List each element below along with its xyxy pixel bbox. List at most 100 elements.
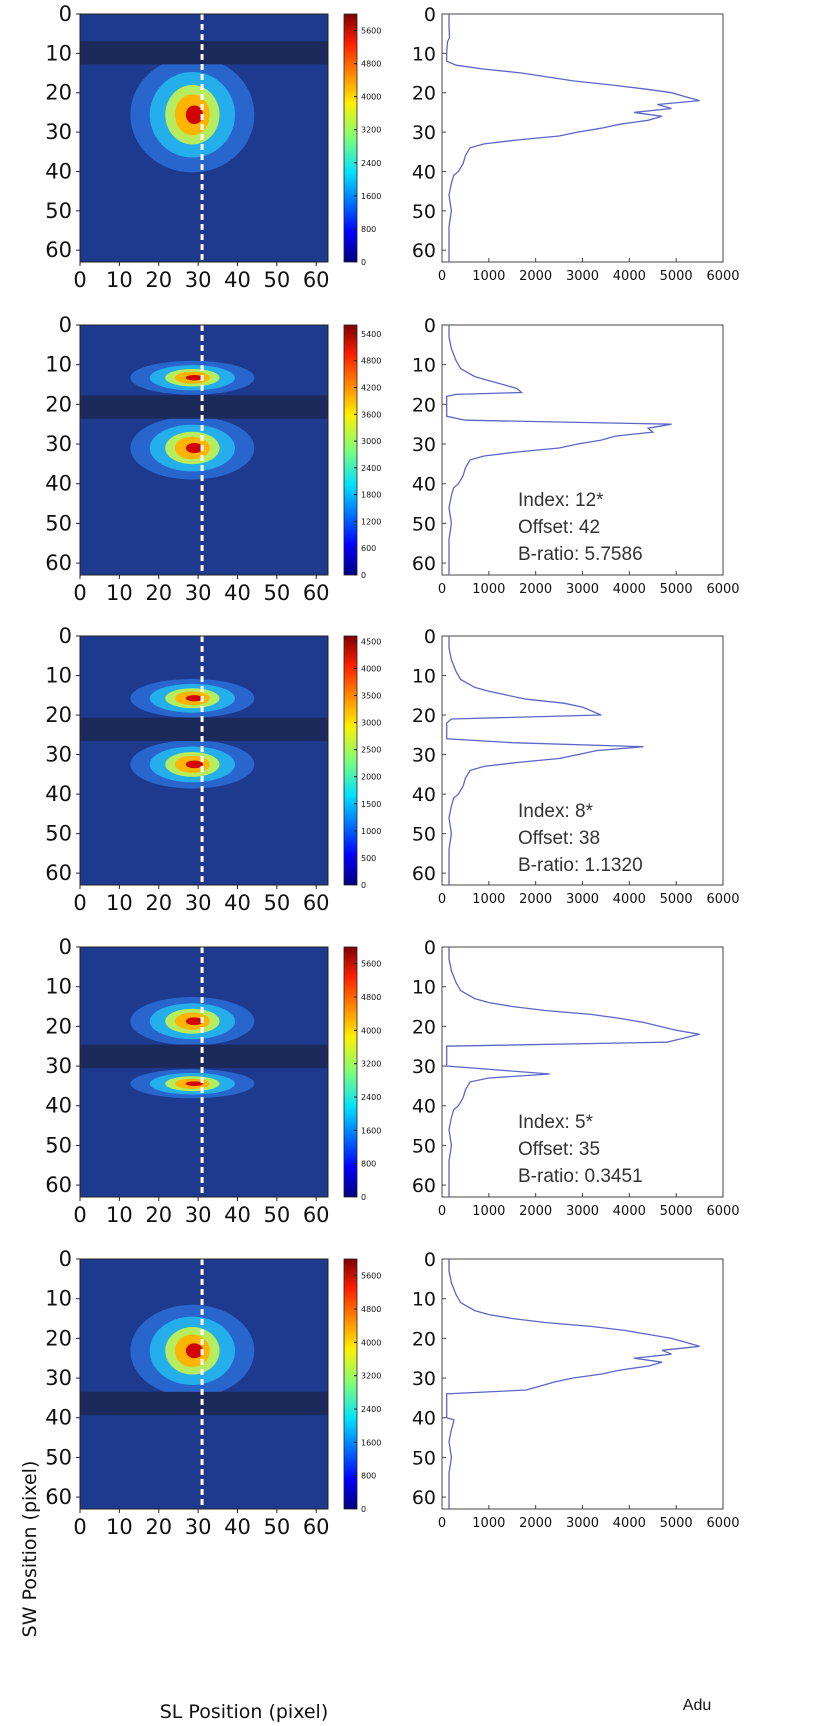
profile-y-tick-label: 10 bbox=[412, 43, 436, 65]
profile-x-tick-label: 4000 bbox=[613, 1204, 646, 1219]
colorbar-tick-label: 4500 bbox=[361, 637, 381, 646]
profile-x-tick-label: 1000 bbox=[472, 892, 505, 907]
colorbar-tick-label: 1800 bbox=[361, 491, 381, 500]
heatmap-x-tick-label: 40 bbox=[224, 268, 251, 292]
colorbar: 5400 4800 4200 3600 3000 2400 1800 1200 600 0 bbox=[343, 324, 381, 580]
heatmap-x-tick-label: 0 bbox=[73, 268, 86, 292]
profile-y-tick-label: 20 bbox=[412, 83, 436, 105]
heatmap-frame bbox=[79, 946, 329, 1198]
heatmap-x-tick-label: 30 bbox=[185, 581, 212, 605]
profile-y-tick-label: 50 bbox=[412, 1447, 436, 1469]
colorbar-tick-label: 3200 bbox=[361, 1060, 381, 1069]
heatmap-y-tick-label: 50 bbox=[45, 1133, 72, 1157]
profile-annotation: Index: 5* bbox=[518, 1112, 594, 1133]
heatmap-x-tick-label: 50 bbox=[263, 891, 290, 915]
heatmap-x-tick-label: 10 bbox=[106, 1515, 133, 1539]
profile-x-tick-label: 0 bbox=[438, 269, 446, 284]
profile-y-tick-label: 0 bbox=[424, 315, 436, 337]
colorbar: 5600 4800 4000 3200 2400 1600 800 0 bbox=[343, 1258, 381, 1514]
heatmap-x-tick-label: 20 bbox=[145, 268, 172, 292]
colorbar-tick-label: 4000 bbox=[361, 1338, 381, 1347]
heatmap-y-tick-label: 60 bbox=[45, 1485, 72, 1509]
heatmap-y-tick-label: 30 bbox=[45, 120, 72, 144]
profile-x-tick-label: 3000 bbox=[566, 892, 599, 907]
heatmap-y-tick-label: 30 bbox=[45, 1054, 72, 1078]
colorbar-gradient bbox=[343, 635, 358, 886]
profile-y-tick-label: 60 bbox=[412, 553, 436, 575]
heatmap-x-tick-label: 60 bbox=[303, 891, 330, 915]
heatmap-frame bbox=[79, 635, 329, 886]
colorbar-tick-label: 4800 bbox=[361, 1305, 381, 1314]
profile-y-tick-label: 10 bbox=[412, 355, 436, 377]
heatmap-y-tick-label: 60 bbox=[45, 551, 72, 575]
colorbar-tick-label: 1600 bbox=[361, 1438, 381, 1447]
profile-x-tick-label: 3000 bbox=[566, 1204, 599, 1219]
profile-y-tick-label: 60 bbox=[412, 1487, 436, 1509]
heatmap-y-tick-label: 60 bbox=[45, 238, 72, 262]
profile-annotation: Offset: 42 bbox=[518, 517, 600, 538]
colorbar-tick-label: 0 bbox=[361, 571, 366, 580]
profile-x-tick-label: 5000 bbox=[660, 269, 693, 284]
colorbar-tick-label: 800 bbox=[361, 1160, 376, 1169]
blob-peak bbox=[185, 1017, 203, 1026]
profile-x-tick-label: 1000 bbox=[472, 582, 505, 597]
heatmap-x-tick-label: 50 bbox=[263, 1515, 290, 1539]
intensity-blob bbox=[130, 1304, 255, 1397]
profile-frame bbox=[441, 635, 724, 886]
profile-x-tick-label: 2000 bbox=[519, 1204, 552, 1219]
intensity-blob bbox=[130, 1069, 255, 1099]
profile-annotation: B-ratio: 0.3451 bbox=[518, 1166, 643, 1187]
heatmap-x-tick-label: 30 bbox=[185, 1515, 212, 1539]
profile-x-tick-label: 4000 bbox=[613, 1516, 646, 1531]
heatmap-x-tick-label: 30 bbox=[185, 1203, 212, 1227]
profile-frame bbox=[441, 13, 724, 263]
heatmap-x-tick-label: 40 bbox=[224, 581, 251, 605]
profile-x-tick-label: 2000 bbox=[519, 582, 552, 597]
colorbar-gradient bbox=[343, 13, 358, 263]
profile-x-tick-label: 0 bbox=[438, 582, 446, 597]
heatmap-y-tick-label: 40 bbox=[45, 1094, 72, 1118]
profile-y-tick-label: 30 bbox=[412, 122, 436, 144]
profile-x-tick-label: 5000 bbox=[660, 1204, 693, 1219]
intensity-blob bbox=[130, 416, 255, 480]
colorbar-tick-label: 4000 bbox=[361, 664, 381, 673]
blob-peak bbox=[185, 1081, 203, 1087]
profile-line bbox=[446, 1259, 700, 1509]
heatmap-y-tick-label: 0 bbox=[59, 1247, 72, 1271]
colorbar-tick-label: 2400 bbox=[361, 159, 381, 168]
heatmap-x-tick-label: 20 bbox=[145, 1203, 172, 1227]
heatmap-frame bbox=[79, 13, 329, 263]
heatmap-y-tick-label: 0 bbox=[59, 2, 72, 26]
profile-line bbox=[446, 636, 644, 885]
profile-y-tick-label: 30 bbox=[412, 434, 436, 456]
profile-x-tick-label: 3000 bbox=[566, 269, 599, 284]
heatmap-y-tick-label: 0 bbox=[59, 313, 72, 337]
heatmap-y-tick-label: 30 bbox=[45, 743, 72, 767]
profile-frame bbox=[441, 946, 724, 1198]
profile-line bbox=[446, 325, 672, 575]
profile-frame bbox=[441, 1258, 724, 1510]
profile-y-tick-label: 40 bbox=[412, 784, 436, 806]
colorbar-gradient bbox=[343, 1258, 358, 1510]
heatmap-x-tick-label: 30 bbox=[185, 891, 212, 915]
colorbar-tick-label: 5600 bbox=[361, 960, 381, 969]
heatmap-y-tick-label: 0 bbox=[59, 624, 72, 648]
profile-x-tick-label: 6000 bbox=[706, 269, 739, 284]
profile-x-tick-label: 0 bbox=[438, 892, 446, 907]
heatmap-x-tick-label: 30 bbox=[185, 268, 212, 292]
heatmap-y-tick-label: 0 bbox=[59, 935, 72, 959]
colorbar-tick-label: 5400 bbox=[361, 330, 381, 339]
profile-y-tick-label: 0 bbox=[424, 4, 436, 26]
profile-annotation: Index: 8* bbox=[518, 801, 594, 822]
intensity-blob bbox=[130, 740, 255, 789]
profile-y-tick-label: 40 bbox=[412, 1408, 436, 1430]
